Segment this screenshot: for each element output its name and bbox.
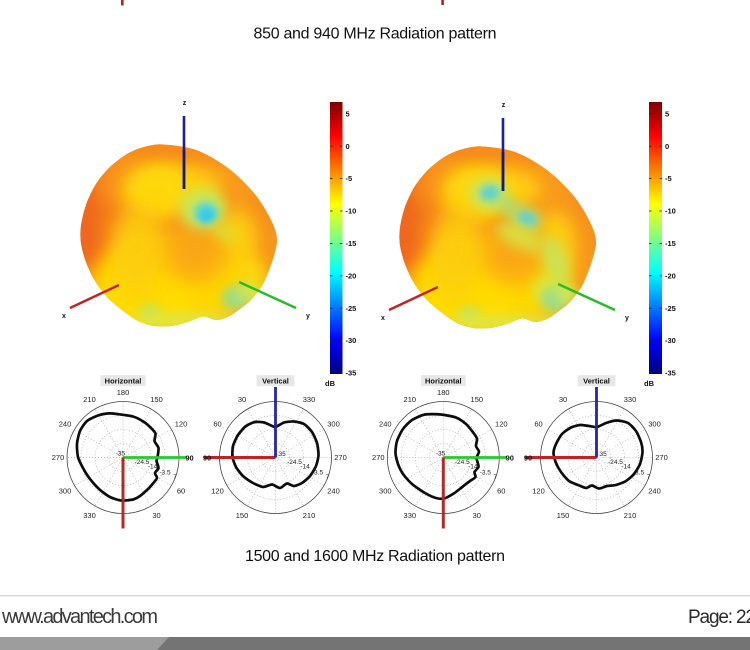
svg-text:270: 270 <box>52 453 65 462</box>
svg-text:5: 5 <box>665 109 669 118</box>
svg-text:-24.5: -24.5 <box>455 459 470 466</box>
svg-text:60: 60 <box>497 487 505 496</box>
svg-text:60: 60 <box>534 420 542 429</box>
svg-text:90: 90 <box>506 454 514 463</box>
svg-text:-35: -35 <box>346 369 357 378</box>
svg-text:120: 120 <box>175 420 188 429</box>
svg-text:-14: -14 <box>148 464 158 471</box>
svg-text:35: 35 <box>600 451 608 458</box>
svg-text:-14: -14 <box>468 464 478 471</box>
svg-text:Vertical: Vertical <box>262 377 289 386</box>
svg-text:-35: -35 <box>436 451 446 458</box>
svg-text:150: 150 <box>150 395 163 404</box>
svg-text:300: 300 <box>327 420 340 429</box>
svg-text:150: 150 <box>236 511 249 520</box>
svg-text:-24.5: -24.5 <box>287 459 302 466</box>
svg-text:-5: -5 <box>665 174 672 183</box>
svg-text:300: 300 <box>59 487 72 496</box>
svg-text:Vertical: Vertical <box>583 377 610 386</box>
svg-text:-24.5: -24.5 <box>135 459 150 466</box>
svg-text:-10: -10 <box>346 207 357 216</box>
svg-text:-3.5: -3.5 <box>480 470 492 477</box>
svg-text:-14: -14 <box>300 464 310 471</box>
svg-text:-3.5: -3.5 <box>312 470 324 477</box>
svg-text:-5: -5 <box>346 174 353 183</box>
svg-text:210: 210 <box>83 395 96 404</box>
svg-text:300: 300 <box>379 487 392 496</box>
svg-text:330: 330 <box>404 511 417 520</box>
svg-text:90: 90 <box>524 454 532 463</box>
svg-text:60: 60 <box>177 487 185 496</box>
svg-text:240: 240 <box>327 487 340 496</box>
svg-text:90: 90 <box>185 454 193 463</box>
svg-text:30: 30 <box>152 511 160 520</box>
svg-text:-25: -25 <box>665 304 676 313</box>
svg-text:0: 0 <box>346 142 350 151</box>
svg-text:330: 330 <box>83 511 96 520</box>
svg-text:z: z <box>183 100 187 107</box>
svg-text:www.advantech.com: www.advantech.com <box>1 606 158 628</box>
svg-text:x: x <box>381 315 385 322</box>
svg-text:30: 30 <box>473 511 481 520</box>
svg-text:90: 90 <box>203 454 211 463</box>
svg-text:330: 330 <box>624 395 637 404</box>
svg-text:150: 150 <box>557 511 570 520</box>
svg-text:35: 35 <box>279 451 287 458</box>
svg-text:-14: -14 <box>621 464 631 471</box>
svg-text:y: y <box>306 313 310 320</box>
svg-text:60: 60 <box>213 420 221 429</box>
svg-text:Page: 22: Page: 22 <box>688 607 750 628</box>
svg-text:7: 7 <box>493 474 497 481</box>
svg-text:210: 210 <box>404 395 417 404</box>
svg-text:dB: dB <box>644 379 655 388</box>
svg-text:240: 240 <box>648 487 661 496</box>
svg-text:120: 120 <box>495 420 508 429</box>
svg-text:7: 7 <box>647 474 651 481</box>
svg-text:-20: -20 <box>346 271 357 280</box>
svg-text:30: 30 <box>559 395 567 404</box>
svg-text:dB: dB <box>325 379 336 388</box>
svg-text:-35: -35 <box>665 369 676 378</box>
svg-text:270: 270 <box>655 453 668 462</box>
svg-text:y: y <box>625 315 629 322</box>
svg-text:-3.5: -3.5 <box>633 470 645 477</box>
svg-text:300: 300 <box>648 420 661 429</box>
svg-text:180: 180 <box>437 388 450 397</box>
svg-text:-10: -10 <box>665 207 676 216</box>
svg-text:330: 330 <box>303 395 316 404</box>
svg-text:-25: -25 <box>346 304 357 313</box>
svg-text:0: 0 <box>665 142 669 151</box>
svg-text:7: 7 <box>326 474 330 481</box>
svg-text:-15: -15 <box>665 239 676 248</box>
svg-text:270: 270 <box>372 453 385 462</box>
svg-text:-35: -35 <box>116 451 126 458</box>
svg-text:-15: -15 <box>346 239 357 248</box>
svg-text:7: 7 <box>173 474 177 481</box>
svg-text:210: 210 <box>303 511 316 520</box>
svg-text:Horizontal: Horizontal <box>105 377 142 386</box>
svg-text:180: 180 <box>117 388 130 397</box>
svg-text:150: 150 <box>471 395 484 404</box>
svg-text:x: x <box>62 313 66 320</box>
svg-text:240: 240 <box>59 420 72 429</box>
svg-text:210: 210 <box>624 511 637 520</box>
svg-text:30: 30 <box>238 395 246 404</box>
svg-text:-20: -20 <box>665 271 676 280</box>
svg-text:-30: -30 <box>346 336 357 345</box>
svg-text:240: 240 <box>379 420 392 429</box>
svg-text:850 and 940 MHz Radiation patt: 850 and 940 MHz Radiation pattern <box>254 25 497 42</box>
svg-text:120: 120 <box>211 487 224 496</box>
svg-text:5: 5 <box>346 109 350 118</box>
svg-text:-24.5: -24.5 <box>608 459 623 466</box>
svg-text:1500 and 1600 MHz Radiation pa: 1500 and 1600 MHz Radiation pattern <box>245 548 505 565</box>
svg-text:120: 120 <box>532 487 545 496</box>
svg-text:z: z <box>502 102 506 109</box>
svg-text:270: 270 <box>334 453 347 462</box>
svg-text:-30: -30 <box>665 336 676 345</box>
svg-text:-3.5: -3.5 <box>159 470 171 477</box>
svg-text:Horizontal: Horizontal <box>425 377 462 386</box>
